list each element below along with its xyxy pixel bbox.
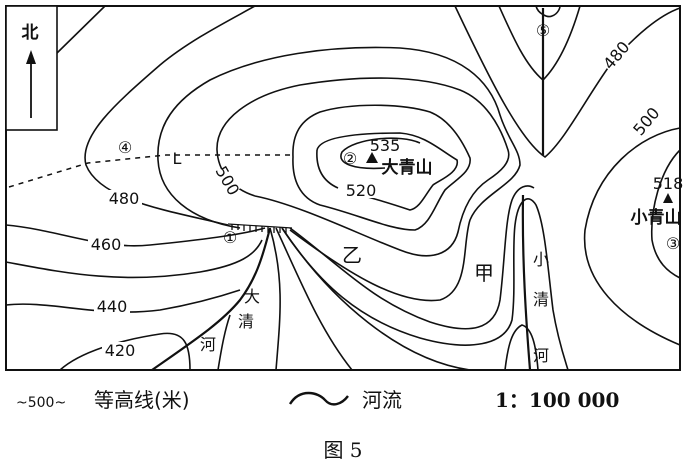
xiaoqing-river-char-3: 河 <box>533 346 549 365</box>
legend-contour-sample: ~500~ <box>16 395 66 411</box>
label-520: 520 <box>346 181 377 200</box>
legend: ~500~ 等高线(米) 河流 1：100 000 <box>16 388 619 412</box>
point-4: ④ <box>118 138 132 157</box>
rivers <box>151 8 545 371</box>
point-5: ⑤ <box>536 21 550 40</box>
legend-river-label: 河流 <box>362 388 402 412</box>
legend-contour-label: 等高线(米) <box>94 388 190 412</box>
label-535: 535 <box>370 136 401 155</box>
contour-labels: 480 460 440 420 500 520 535 480 500 518 <box>88 36 684 360</box>
figure-caption: 图 5 <box>323 438 362 462</box>
point-2: ② <box>343 149 357 168</box>
label-480-left: 480 <box>109 189 140 208</box>
north-indicator: 北 <box>5 5 58 131</box>
peak-triangle-icon <box>663 193 673 203</box>
xiaoqing-river <box>521 194 532 371</box>
daqing-river-char-1: 大 <box>244 287 260 306</box>
xiaoqing-mountain-label: 小青山 <box>631 207 682 228</box>
cliff-hachures <box>231 224 287 234</box>
label-460: 460 <box>91 235 122 254</box>
place-labels: ④ L ① ② 大青山 ⑤ 小青山 ③ 乙 甲 大 清 河 小 清 河 <box>118 21 682 365</box>
point-3: ③ <box>666 234 680 253</box>
label-420: 420 <box>105 341 136 360</box>
point-jia: 甲 <box>474 261 494 285</box>
north-label: 北 <box>22 23 39 43</box>
daqing-river <box>151 227 272 371</box>
dashed-profile-line <box>8 154 293 188</box>
river-legend-icon <box>288 391 349 406</box>
point-1: ① <box>223 228 237 247</box>
contour-lines <box>5 5 681 371</box>
daqing-mountain-label: 大青山 <box>382 157 433 178</box>
daqing-river-char-3: 河 <box>200 335 216 354</box>
daqing-river-char-2: 清 <box>238 312 254 331</box>
point-yi: 乙 <box>342 243 362 267</box>
xiaoqing-river-char-2: 清 <box>533 290 549 309</box>
label-440: 440 <box>97 297 128 316</box>
point-L: L <box>173 149 182 168</box>
north-arrowhead-icon <box>26 50 36 64</box>
map-scale: 1：100 000 <box>495 388 619 412</box>
label-518: 518 <box>653 174 684 193</box>
xiaoqing-river-char-1: 小 <box>533 250 549 269</box>
peak-triangle-icon <box>366 152 378 163</box>
